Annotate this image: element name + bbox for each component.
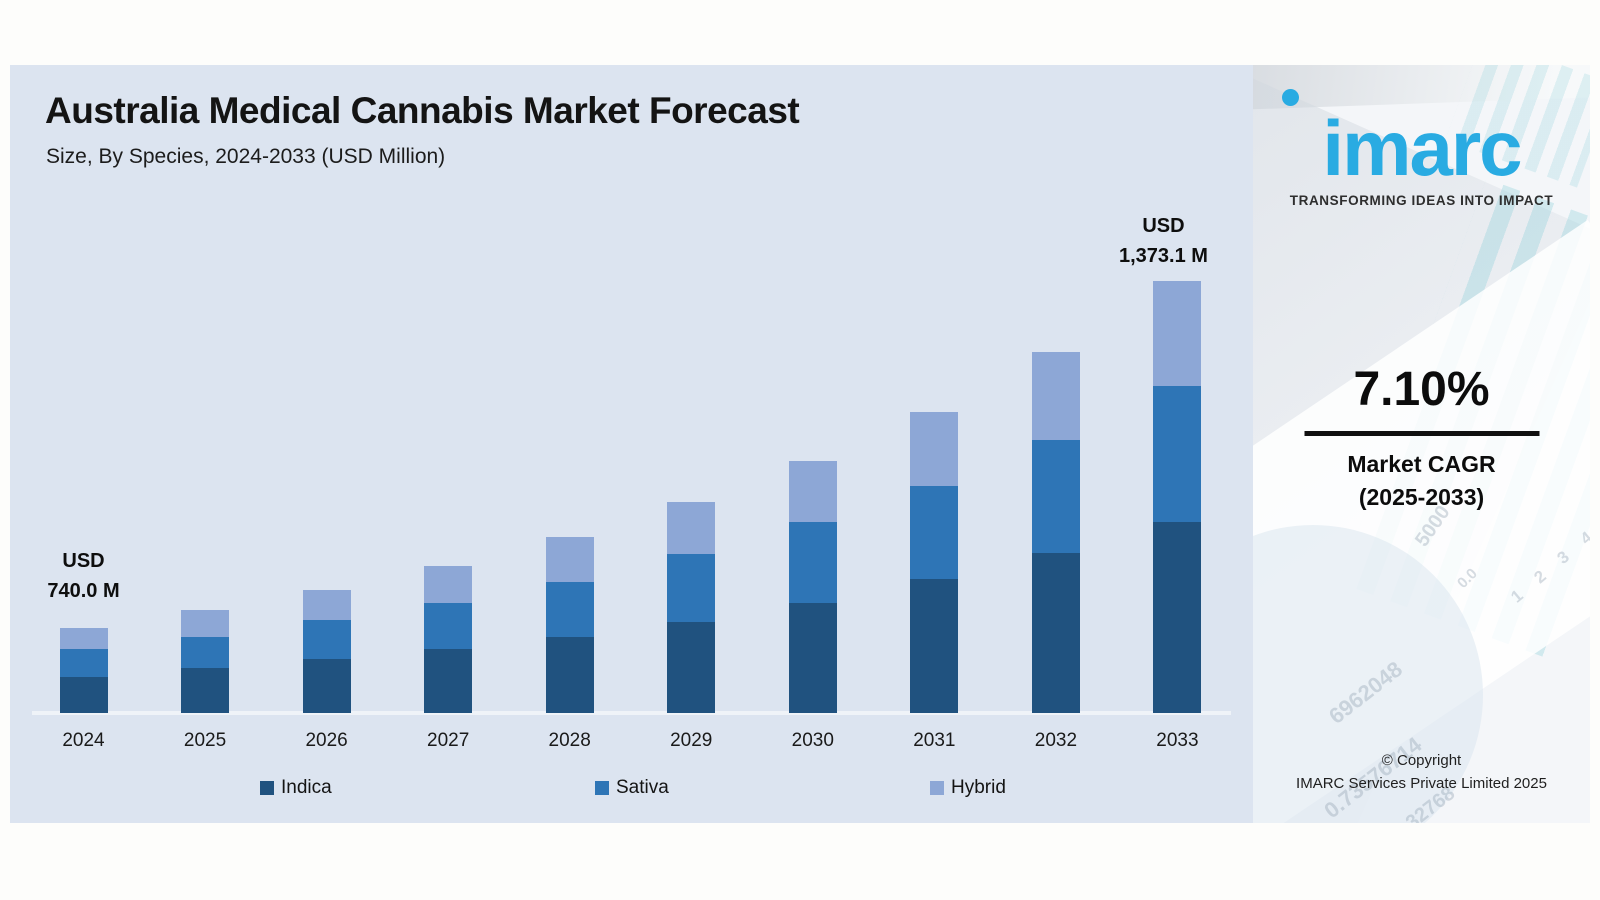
- x-tick-2029: 2029: [670, 730, 713, 751]
- legend-label-indica: Indica: [281, 777, 332, 798]
- logo-tagline: TRANSFORMING IDEAS INTO IMPACT: [1289, 193, 1554, 208]
- bar-segment-hybrid: [545, 537, 594, 582]
- legend-swatch-sativa: [595, 781, 609, 795]
- bar-segment-hybrid: [59, 628, 108, 649]
- bar-segment-hybrid: [424, 566, 473, 603]
- chart-title: Australia Medical Cannabis Market Foreca…: [45, 90, 800, 131]
- value-label-2033: USD 1,373.1 M: [1118, 215, 1208, 267]
- cagr-period: (2025-2033): [1358, 484, 1485, 510]
- x-axis-line: [32, 711, 1231, 715]
- bar-2026: [302, 590, 351, 713]
- legend-item-indica: Indica: [260, 777, 332, 799]
- cagr-value: 7.10%: [1353, 363, 1490, 416]
- bar-segment-hybrid: [1153, 281, 1202, 386]
- bar-2030: [788, 461, 837, 713]
- bar-segment-sativa: [667, 554, 716, 622]
- bar-2024: [59, 628, 108, 713]
- bar-segment-indica: [181, 668, 230, 713]
- x-tick-2025: 2025: [183, 730, 227, 751]
- copyright-line1: © Copyright: [1381, 752, 1462, 769]
- chart-legend: Indica Sativa Hybrid: [10, 777, 1253, 807]
- bar-segment-sativa: [788, 522, 837, 603]
- bar-segment-sativa: [181, 637, 230, 668]
- x-tick-2024: 2024: [62, 730, 105, 751]
- legend-label-hybrid: Hybrid: [951, 777, 1006, 798]
- bar-segment-indica: [59, 677, 108, 713]
- bar-segment-sativa: [1031, 440, 1080, 553]
- chart-panel: Australia Medical Cannabis Market Foreca…: [10, 65, 1253, 823]
- value-label-2024: USD 740.0 M: [47, 550, 120, 602]
- plot-area: 2024 2025 2026 2027 2028 2029 2030 2031 2032 2033…: [10, 65, 1253, 823]
- forecast-card: Australia Medical Cannabis Market Foreca…: [10, 65, 1590, 823]
- legend-swatch-hybrid: [930, 781, 944, 795]
- bar-segment-sativa: [1153, 386, 1202, 522]
- legend-item-hybrid: Hybrid: [930, 777, 1006, 799]
- x-tick-2028: 2028: [548, 730, 591, 751]
- bar-segment-sativa: [302, 620, 351, 659]
- bar-segment-sativa: [545, 582, 594, 637]
- legend-swatch-indica: [260, 781, 274, 795]
- branding-panel: 5000 0.0 1 2 3 4 6962048 0.73576714 3276…: [1253, 65, 1590, 823]
- copyright-notice: © Copyright IMARC Services Private Limit…: [1253, 749, 1590, 795]
- x-tick-2027: 2027: [427, 730, 470, 751]
- bar-2028: [545, 537, 594, 713]
- bar-segment-indica: [302, 659, 351, 713]
- bar-segment-hybrid: [1031, 352, 1080, 440]
- bar-segment-sativa: [59, 649, 108, 677]
- logo-wordmark: imarc: [1322, 104, 1522, 192]
- logo-dot-icon: [1282, 89, 1299, 106]
- x-tick-2033: 2033: [1156, 730, 1199, 751]
- bar-segment-indica: [424, 649, 473, 713]
- bar-segment-sativa: [910, 486, 959, 579]
- bar-2033: [1153, 281, 1202, 713]
- bar-segment-hybrid: [910, 412, 959, 486]
- cagr-label: Market CAGR: [1347, 451, 1496, 477]
- x-tick-2030: 2030: [791, 730, 834, 751]
- bar-segment-indica: [910, 579, 959, 713]
- cagr-divider: [1304, 431, 1539, 436]
- x-tick-2031: 2031: [913, 730, 956, 751]
- legend-label-sativa: Sativa: [616, 777, 669, 798]
- bar-segment-hybrid: [788, 461, 837, 522]
- copyright-line2: IMARC Services Private Limited 2025: [1296, 775, 1547, 792]
- bar-segment-indica: [545, 637, 594, 713]
- bar-segment-indica: [788, 603, 837, 713]
- bar-2025: [181, 610, 230, 713]
- bar-2032: [1031, 352, 1080, 713]
- bar-2027: [424, 566, 473, 713]
- bar-segment-sativa: [424, 603, 473, 649]
- bar-segment-indica: [1031, 553, 1080, 713]
- x-tick-2026: 2026: [305, 730, 348, 751]
- bar-segment-indica: [667, 622, 716, 713]
- bar-segment-indica: [1153, 522, 1202, 713]
- x-tick-2032: 2032: [1034, 730, 1078, 751]
- bar-segment-hybrid: [667, 502, 716, 554]
- bar-2029: [667, 502, 716, 713]
- legend-item-sativa: Sativa: [595, 777, 669, 799]
- chart-subtitle: Size, By Species, 2024-2033 (USD Million…: [46, 145, 446, 168]
- bar-segment-hybrid: [302, 590, 351, 620]
- bar-2031: [910, 412, 959, 713]
- bar-segment-hybrid: [181, 610, 230, 637]
